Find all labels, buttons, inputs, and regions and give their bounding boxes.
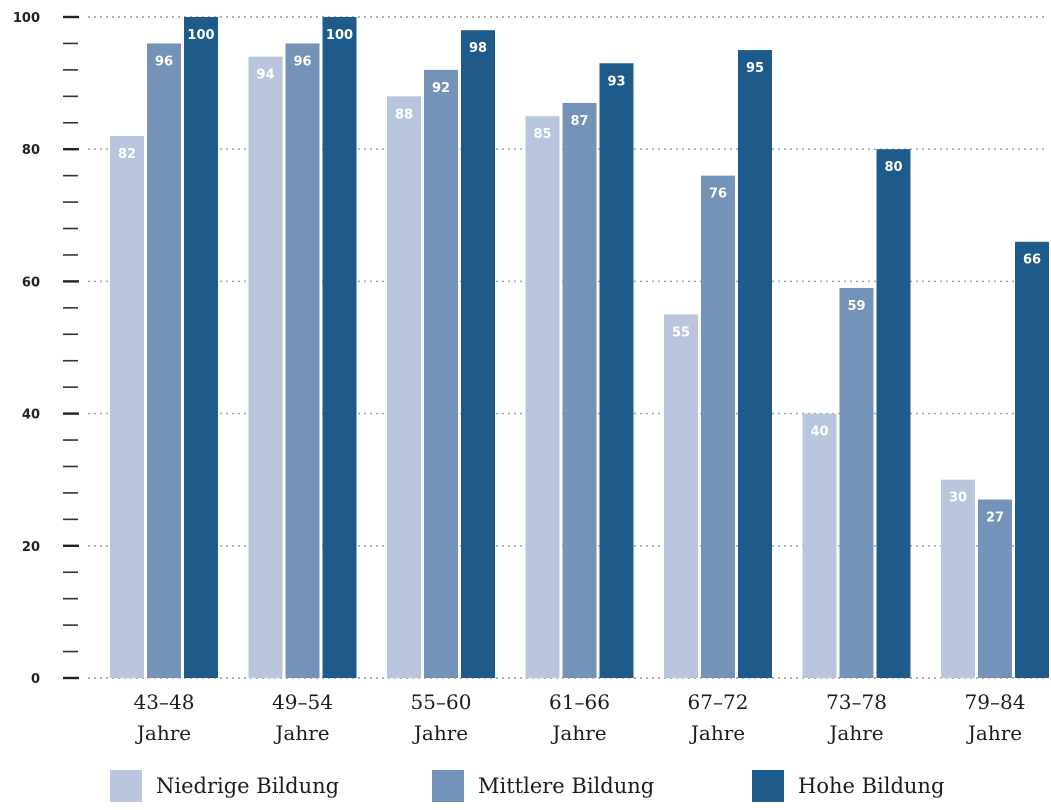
x-tick-label: 49–54: [272, 690, 333, 714]
bar: [978, 499, 1012, 678]
y-tick-label: 60: [22, 275, 40, 290]
y-tick-label: 100: [13, 11, 40, 26]
legend-label: Niedrige Bildung: [156, 774, 340, 798]
bar: [424, 69, 458, 678]
bar: [941, 479, 975, 678]
x-tick-label: 43–48: [134, 690, 195, 714]
x-tick-label: 79–84: [965, 690, 1026, 714]
bar-value-label: 93: [607, 74, 625, 89]
bar-value-label: 85: [533, 127, 551, 142]
bar: [184, 17, 218, 678]
bar-value-label: 27: [986, 511, 1004, 526]
legend-item-niedrige-bildung: Niedrige Bildung: [110, 766, 339, 806]
bar: [599, 63, 634, 678]
legend-label: Hohe Bildung: [798, 774, 945, 798]
y-tick-label: 40: [22, 408, 40, 423]
bar: [285, 43, 320, 678]
legend: Niedrige Bildung Mittlere Bildung Hohe B…: [0, 766, 1051, 806]
bars: [110, 17, 1049, 679]
bar-value-label: 40: [810, 425, 828, 440]
bar: [664, 314, 698, 678]
bar: [701, 175, 735, 678]
legend-item-hohe-bildung: Hohe Bildung: [752, 766, 944, 806]
bar-value-label: 100: [326, 28, 353, 43]
bar-value-label: 82: [118, 147, 136, 162]
x-tick-label: Jahre: [966, 721, 1022, 745]
legend-item-mittlere-bildung: Mittlere Bildung: [432, 766, 654, 806]
bar-value-label: 95: [746, 61, 764, 76]
bar: [562, 102, 597, 679]
legend-swatch: [752, 770, 784, 802]
bar-value-label: 100: [187, 28, 214, 43]
x-tick-label: Jahre: [827, 721, 883, 745]
y-tick-label: 0: [31, 672, 40, 687]
x-tick-label: 73–78: [826, 690, 887, 714]
bar-value-label: 55: [672, 325, 690, 340]
bar: [839, 288, 874, 678]
bar-value-label: 87: [570, 114, 588, 129]
bar: [461, 30, 495, 679]
legend-swatch: [110, 770, 142, 802]
bar-value-label: 92: [432, 81, 450, 96]
bar: [876, 149, 911, 678]
x-tick-label: 67–72: [688, 690, 749, 714]
bar: [387, 96, 421, 678]
x-axis: 43–48 Jahre 49–54 Jahre 55–60 Jahre 61–66 Jahre…: [134, 690, 1026, 745]
bar: [738, 50, 772, 679]
bar-value-label: 30: [949, 491, 967, 506]
bar-value-labels: 82 94 88 85 55 40 30 96 96 92 87 76 59 27 100 100 98 93 95…: [118, 28, 1041, 526]
bar: [110, 135, 144, 679]
bar-value-label: 76: [709, 187, 727, 202]
bar: [1015, 241, 1049, 679]
bar: [248, 56, 283, 679]
bar-value-label: 98: [469, 41, 487, 56]
legend-label: Mittlere Bildung: [478, 774, 655, 798]
x-tick-label: Jahre: [412, 721, 468, 745]
bar: [147, 43, 181, 678]
x-tick-label: 61–66: [549, 690, 610, 714]
bar-value-label: 96: [155, 54, 173, 69]
x-tick-label: Jahre: [135, 721, 191, 745]
bar: [525, 116, 560, 678]
bar-value-label: 88: [395, 107, 413, 122]
bar-value-label: 96: [293, 54, 311, 69]
legend-swatch: [432, 770, 464, 802]
y-tick-label: 20: [22, 540, 40, 555]
bar-value-label: 80: [884, 160, 902, 175]
x-tick-label: Jahre: [273, 721, 329, 745]
bar-value-label: 59: [847, 299, 865, 314]
bar: [322, 17, 357, 678]
y-tick-label: 80: [22, 143, 40, 158]
y-axis: 0 20 40 60 80 100: [13, 11, 79, 687]
bar-value-label: 66: [1023, 253, 1041, 268]
bar: [802, 413, 837, 678]
x-tick-label: Jahre: [550, 721, 606, 745]
x-tick-label: 55–60: [411, 690, 472, 714]
bar-value-label: 94: [256, 68, 274, 83]
x-tick-label: Jahre: [689, 721, 745, 745]
